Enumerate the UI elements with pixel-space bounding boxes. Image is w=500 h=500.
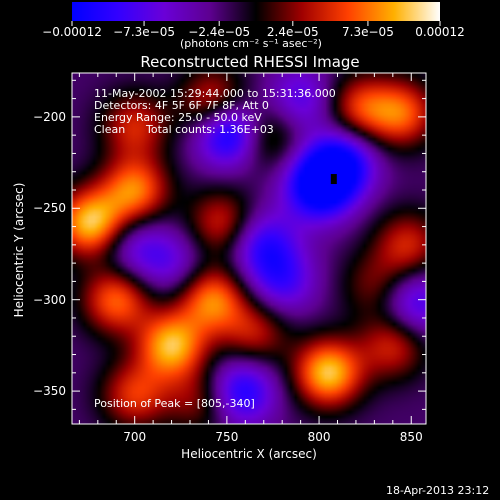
- colorbar-tick-label: 0.00012: [415, 25, 465, 39]
- colorbar-tick-label: −0.00012: [42, 25, 102, 39]
- timestamp: 18-Apr-2013 23:12: [386, 484, 490, 497]
- x-tick-label: 750: [215, 430, 239, 444]
- heatmap-image: [72, 73, 426, 424]
- annotation-energy: Energy Range: 25.0 - 50.0 keV: [94, 111, 262, 124]
- y-tick-label: −300: [33, 292, 66, 307]
- annotation-total-counts: Total counts: 1.36E+03: [146, 123, 274, 136]
- y-tick-label: −250: [33, 201, 66, 216]
- annotation-detectors: Detectors: 4F 5F 6F 7F 8F, Att 0: [94, 99, 269, 112]
- colorbar-ticks: [71, 21, 441, 26]
- y-tick-label: −350: [33, 384, 66, 399]
- x-tick-label: 800: [307, 430, 331, 444]
- colorbar-tick-label: −7.3e−05: [113, 25, 175, 39]
- colorbar-tick-label: 2.4e−05: [266, 25, 319, 39]
- annotation-time-range: 11-May-2002 15:29:44.000 to 15:31:36.000: [94, 87, 336, 100]
- colorbar-tick-label: −2.4e−05: [188, 25, 251, 39]
- annotation-peak-position: Position of Peak = [805,-340]: [94, 397, 255, 410]
- x-tick-label: 850: [399, 430, 423, 444]
- minimum-spot: [330, 174, 337, 185]
- annotation-method: Clean: [94, 123, 126, 136]
- axis-ticks: [72, 73, 426, 424]
- y-axis-label: Heliocentric Y (arcsec): [12, 182, 26, 318]
- colorbar: [72, 2, 440, 21]
- colorbar-tick-label: 7.3e−05: [342, 25, 394, 39]
- peak-marker: [330, 174, 337, 185]
- plot-frame: [71, 72, 427, 425]
- y-tick-label: −200: [33, 109, 66, 124]
- x-axis-label: Heliocentric X (arcsec): [181, 447, 317, 461]
- x-tick-label: 700: [123, 430, 147, 444]
- chart-title: Reconstructed RHESSI Image: [140, 53, 360, 71]
- colorbar-unit-label: (photons cm⁻² s⁻¹ asec⁻²): [180, 37, 322, 50]
